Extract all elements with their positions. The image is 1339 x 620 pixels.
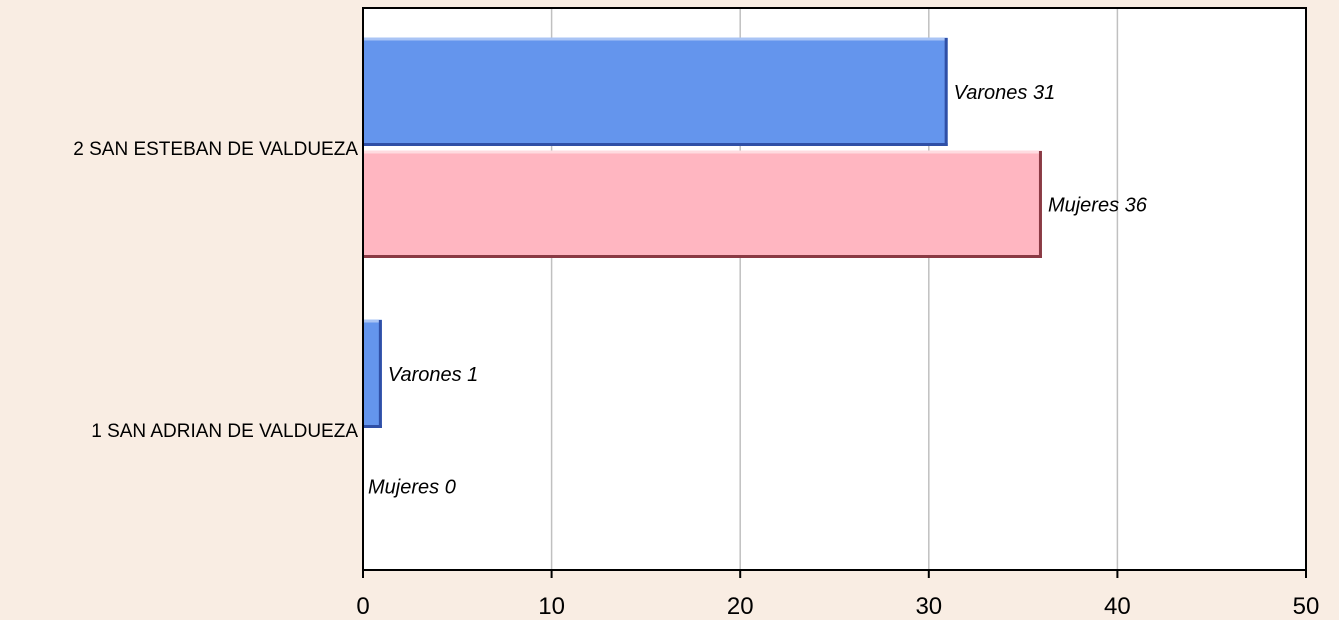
data-label-varones-1: Varones 31 [954, 82, 1056, 104]
plot-frame [362, 7, 1307, 571]
x-tick-label: 50 [1293, 593, 1320, 620]
category-label: 1 SAN ADRIAN DE VALDUEZA [91, 421, 358, 442]
bar-mujeres-1 [363, 150, 1042, 258]
data-label-mujeres-1: Mujeres 36 [1048, 195, 1148, 217]
bars [363, 37, 1042, 428]
x-tick-label: 20 [727, 593, 754, 620]
x-tick-label: 10 [538, 593, 565, 620]
bar-varones-1 [363, 37, 948, 146]
x-tick-label: 40 [1104, 593, 1131, 620]
data-label-mujeres-2: Mujeres 0 [368, 477, 456, 499]
data-label-varones-2: Varones 1 [388, 364, 478, 386]
bar-varones-2 [363, 319, 382, 428]
y-axis-categories: 2 SAN ESTEBAN DE VALDUEZA 1 SAN ADRIAN DE… [73, 139, 358, 442]
data-labels: Varones 31 Mujeres 36 Varones 1 Mujeres 0 [368, 82, 1148, 499]
x-tick-label: 30 [915, 593, 942, 620]
x-axis-ticks: 0 10 20 30 40 50 [356, 570, 1319, 620]
category-label: 2 SAN ESTEBAN DE VALDUEZA [73, 139, 358, 160]
x-tick-label: 0 [356, 593, 369, 620]
